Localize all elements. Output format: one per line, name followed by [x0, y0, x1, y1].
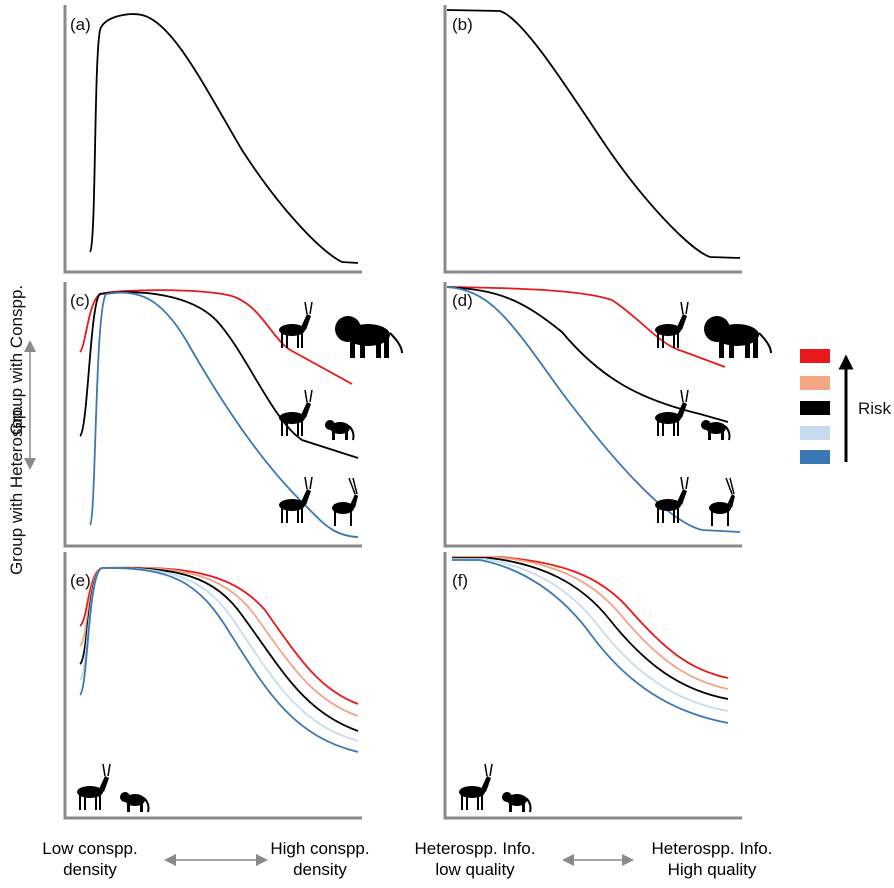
legend-label: Risk [858, 399, 892, 418]
panel-label: (f) [452, 571, 468, 590]
curve [79, 289, 353, 385]
curve [446, 9, 741, 259]
panel-label: (d) [452, 291, 473, 310]
legend-swatch [800, 401, 830, 415]
curve [79, 567, 359, 732]
curve [79, 566, 359, 717]
panel-label: (c) [70, 291, 90, 310]
y-axis-bottom: Group with Heterospp. [7, 405, 26, 575]
curve [452, 556, 729, 690]
y-axis-label: Group with Heterospp. [7, 405, 26, 575]
legend-swatch [800, 349, 830, 363]
x-label-text: Low conspp. density [42, 839, 138, 879]
curve [452, 558, 729, 712]
x-label: Low conspp. density [42, 839, 138, 879]
panel-label: (a) [70, 15, 91, 34]
x-label: High conspp. density [270, 839, 370, 879]
legend-swatch [800, 450, 830, 464]
axes [63, 5, 742, 820]
curve [79, 566, 359, 705]
animal-icons [76, 301, 772, 813]
x-label-text: Heterospp. Info. low quality [414, 839, 536, 879]
curve [446, 286, 729, 423]
curve [89, 13, 359, 264]
legend-swatch [800, 376, 830, 390]
curve [452, 556, 729, 679]
curve [79, 567, 359, 753]
legend-swatch [800, 426, 830, 440]
curve [79, 291, 359, 459]
x-label: Heterospp. Info. low quality [414, 839, 536, 879]
curve [452, 557, 729, 700]
legend: Risk [800, 349, 892, 464]
curve [79, 567, 359, 742]
x-label-text: Heterospp. Info. High quality [651, 839, 773, 879]
y-axis-top: Group with Conspp. [7, 285, 26, 435]
panel-label: (e) [70, 571, 91, 590]
y-axis-label: Group with Conspp. [7, 285, 26, 435]
curve [452, 559, 729, 724]
curve [446, 286, 726, 368]
curve [446, 286, 741, 533]
x-label: Heterospp. Info. High quality [651, 839, 773, 879]
x-label-text: High conspp. density [270, 839, 370, 879]
panel-label: (b) [452, 15, 473, 34]
